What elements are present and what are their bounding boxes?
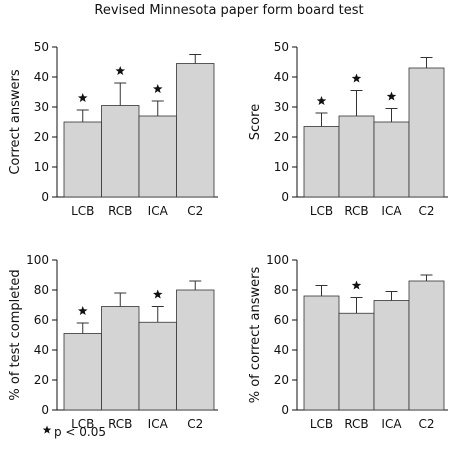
x-tick-label: C2 [187, 417, 203, 431]
significance-star [152, 289, 163, 299]
y-tick-label: 20 [34, 130, 49, 144]
y-axis-label: % of test completed [8, 269, 23, 400]
x-tick-label: ICA [148, 417, 169, 431]
error-bar [76, 109, 89, 122]
error-bar [385, 108, 398, 122]
footnote: p < 0.05 [54, 425, 106, 439]
bar [101, 105, 140, 198]
bar [101, 306, 140, 411]
footnote-star [42, 425, 52, 434]
significance-star [115, 66, 126, 76]
bar [138, 321, 177, 411]
error-bar [189, 54, 202, 64]
y-tick-label: 100 [26, 253, 49, 267]
y-tick-label: 50 [34, 40, 49, 54]
y-axis-label: % of correct answers [248, 267, 263, 404]
x-tick-label: ICA [381, 417, 402, 431]
bar [338, 115, 375, 198]
y-tick-label: 80 [274, 283, 289, 297]
significance-star [351, 280, 362, 290]
bar [303, 295, 340, 411]
error-bar [76, 322, 89, 334]
y-tick-label: 20 [274, 130, 289, 144]
x-tick-label: C2 [418, 417, 434, 431]
bar [373, 300, 410, 411]
x-tick-label: ICA [148, 204, 169, 218]
y-tick-label: 30 [34, 100, 49, 114]
bar [373, 121, 410, 198]
y-tick-label: 0 [281, 190, 289, 204]
chart: 0 10 20 30 40 50 Score LCB RCB ICA C2 [248, 40, 448, 218]
y-tick-label: 10 [274, 160, 289, 174]
bar [338, 312, 375, 411]
y-tick-label: 50 [274, 40, 289, 54]
x-tick-label: LCB [71, 204, 94, 218]
y-tick-label: 40 [274, 343, 289, 357]
y-tick-label: 40 [274, 70, 289, 84]
bar [63, 121, 102, 198]
x-tick-label: LCB [71, 417, 94, 431]
error-bar [385, 291, 398, 301]
y-tick-label: 40 [34, 343, 49, 357]
y-tick-label: 0 [41, 190, 49, 204]
y-tick-label: 10 [34, 160, 49, 174]
figure-title: Revised Minnesota paper form board test [94, 3, 363, 18]
error-bar [151, 100, 164, 116]
x-tick-label: LCB [310, 417, 333, 431]
significance-star [316, 96, 327, 106]
chart: 0 20 40 60 80 100% of test completed LCB RCB ICA… [8, 253, 218, 431]
x-tick-label: RCB [344, 417, 368, 431]
bar [303, 126, 340, 198]
y-tick-label: 0 [41, 403, 49, 417]
y-axis-label: Correct answers [8, 69, 23, 175]
x-tick-label: RCB [108, 204, 132, 218]
bar [176, 63, 215, 198]
x-tick-label: C2 [187, 204, 203, 218]
error-bar [420, 57, 433, 68]
chart: 0 20 40 60 80 100% of correct answers LCB RCB IC… [248, 253, 448, 431]
significance-star [152, 84, 163, 94]
chart: 0 10 20 30 40 50 Correct answers LCB RCB ICA C2 [8, 40, 218, 218]
error-bar [350, 297, 363, 314]
y-tick-label: 20 [34, 373, 49, 387]
bar [138, 115, 177, 198]
significance-star [77, 93, 88, 103]
error-bar [114, 292, 127, 307]
y-tick-label: 80 [34, 283, 49, 297]
error-bar [315, 285, 328, 296]
bar [176, 289, 215, 411]
y-tick-label: 30 [274, 100, 289, 114]
significance-star [386, 91, 397, 101]
error-bar [315, 112, 328, 127]
y-tick-label: 40 [34, 70, 49, 84]
bar [408, 67, 445, 198]
y-tick-label: 100 [266, 253, 289, 267]
error-bar [189, 280, 202, 290]
y-tick-label: 0 [281, 403, 289, 417]
y-axis-label: Score [248, 104, 263, 140]
x-tick-label: C2 [418, 204, 434, 218]
y-tick-label: 20 [274, 373, 289, 387]
x-tick-label: ICA [381, 204, 402, 218]
error-bar [151, 306, 164, 323]
significance-star [77, 306, 88, 316]
x-tick-label: RCB [344, 204, 368, 218]
error-bar [114, 82, 127, 106]
y-tick-label: 60 [274, 313, 289, 327]
bar [63, 333, 102, 411]
x-tick-label: RCB [108, 417, 132, 431]
significance-star [351, 73, 362, 83]
x-tick-label: LCB [310, 204, 333, 218]
error-bar [350, 90, 363, 116]
error-bar [420, 274, 433, 281]
bar [408, 280, 445, 411]
y-tick-label: 60 [34, 313, 49, 327]
